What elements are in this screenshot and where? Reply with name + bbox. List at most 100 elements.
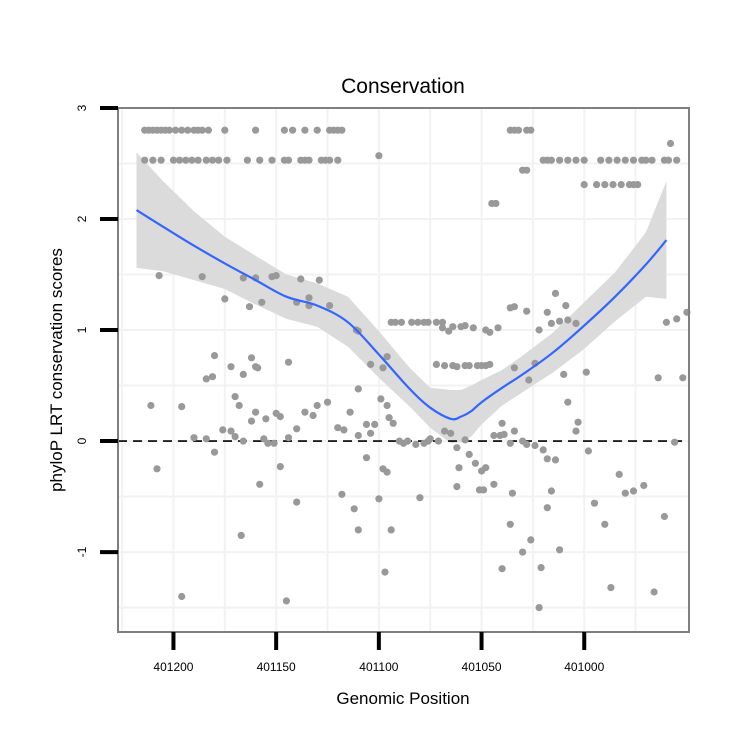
data-point	[210, 352, 219, 360]
data-point	[498, 419, 506, 427]
data-point	[679, 374, 687, 382]
data-point	[424, 318, 432, 326]
data-point	[486, 360, 494, 368]
data-point	[629, 487, 638, 495]
data-point	[605, 156, 613, 164]
data-point	[239, 274, 247, 282]
data-point	[247, 417, 256, 425]
data-point	[535, 604, 543, 612]
data-point	[326, 302, 334, 310]
data-point	[601, 520, 609, 528]
data-point	[377, 395, 385, 403]
data-point	[535, 326, 543, 334]
data-point	[432, 360, 440, 368]
data-point	[171, 126, 180, 134]
data-point	[543, 504, 551, 512]
data-point	[416, 494, 424, 502]
data-point	[276, 463, 284, 471]
data-point	[282, 597, 290, 605]
data-point	[514, 126, 523, 134]
data-point	[367, 429, 375, 437]
x-axis: 401200 401150 401100 401050 401000	[153, 632, 605, 674]
data-point	[449, 323, 457, 331]
data-point	[432, 318, 440, 326]
data-point	[141, 156, 149, 164]
data-point	[383, 353, 391, 361]
data-point	[673, 156, 681, 164]
data-point	[500, 430, 508, 438]
data-point	[461, 322, 469, 330]
data-point	[527, 126, 535, 134]
data-point	[169, 156, 178, 164]
data-point	[208, 156, 217, 164]
data-point	[556, 546, 564, 554]
data-point	[227, 427, 235, 435]
x-tick-label: 401050	[462, 660, 502, 674]
data-point	[309, 411, 317, 420]
y-tick-label: 0	[75, 437, 89, 444]
data-point	[564, 316, 572, 324]
data-point	[268, 156, 276, 164]
data-point	[525, 376, 533, 384]
data-point	[338, 126, 346, 134]
data-point	[338, 490, 346, 498]
data-point	[149, 156, 157, 164]
data-point	[664, 156, 673, 164]
data-point	[547, 319, 556, 327]
data-point	[219, 426, 227, 434]
data-point	[375, 495, 383, 503]
data-point	[245, 303, 254, 311]
data-point	[543, 308, 551, 316]
data-point	[276, 413, 284, 421]
data-point	[539, 446, 547, 454]
data-point	[397, 318, 405, 326]
data-point	[506, 520, 514, 528]
data-point	[293, 498, 301, 506]
data-point	[284, 434, 293, 442]
data-point	[243, 156, 251, 164]
data-point	[642, 156, 650, 164]
data-point	[301, 126, 309, 134]
y-tick-label: 2	[75, 215, 89, 222]
data-point	[202, 156, 210, 164]
data-point	[478, 467, 486, 475]
data-point	[453, 483, 461, 491]
data-point	[375, 152, 383, 160]
data-point	[508, 489, 516, 497]
data-point	[453, 444, 461, 452]
data-point	[506, 439, 514, 447]
data-point	[490, 480, 498, 488]
data-point	[198, 126, 206, 134]
data-point	[389, 419, 397, 427]
data-point	[527, 536, 535, 544]
data-point	[601, 181, 609, 189]
data-point	[597, 156, 605, 164]
data-point	[371, 420, 379, 428]
smooth-fit-line	[135, 209, 668, 421]
data-point	[202, 435, 210, 443]
data-point	[340, 426, 348, 434]
data-point	[441, 362, 449, 370]
data-point	[231, 393, 239, 401]
data-point	[414, 318, 422, 326]
data-point	[272, 272, 280, 280]
data-point	[461, 436, 469, 444]
data-point	[254, 364, 262, 372]
data-point	[537, 564, 545, 572]
data-point	[547, 487, 556, 495]
data-point	[453, 363, 461, 371]
data-point	[662, 318, 671, 326]
confidence-ribbon	[136, 152, 667, 444]
data-point	[621, 156, 629, 164]
data-point	[572, 156, 580, 164]
data-point	[648, 156, 656, 164]
data-point	[383, 468, 391, 476]
data-point	[434, 437, 442, 445]
data-point	[198, 273, 206, 281]
data-point	[235, 401, 243, 410]
data-point	[239, 370, 247, 378]
data-point	[346, 408, 354, 416]
data-point	[490, 431, 498, 440]
data-point	[326, 156, 334, 164]
data-point	[593, 181, 601, 189]
